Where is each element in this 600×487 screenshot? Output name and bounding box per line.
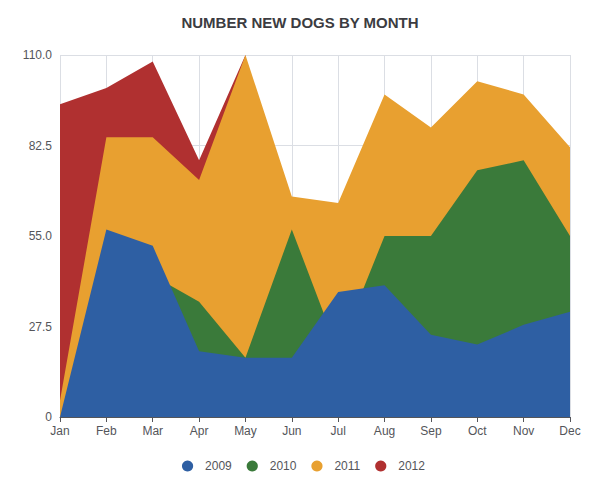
svg-text:2010: 2010 <box>270 459 297 473</box>
svg-text:Dec: Dec <box>559 424 580 438</box>
svg-text:Sep: Sep <box>420 424 442 438</box>
svg-text:NUMBER NEW DOGS BY MONTH: NUMBER NEW DOGS BY MONTH <box>181 14 418 31</box>
svg-text:27.5: 27.5 <box>29 320 53 334</box>
svg-text:May: May <box>234 424 257 438</box>
svg-text:2012: 2012 <box>398 459 425 473</box>
svg-text:Jul: Jul <box>331 424 346 438</box>
svg-text:0: 0 <box>45 410 52 424</box>
svg-text:2011: 2011 <box>334 459 360 473</box>
svg-text:Mar: Mar <box>142 424 163 438</box>
svg-text:Feb: Feb <box>96 424 117 438</box>
svg-text:Oct: Oct <box>468 424 487 438</box>
svg-text:Jun: Jun <box>282 424 301 438</box>
svg-text:Apr: Apr <box>190 424 209 438</box>
svg-text:2009: 2009 <box>205 459 232 473</box>
svg-text:Nov: Nov <box>513 424 534 438</box>
svg-text:Jan: Jan <box>50 424 69 438</box>
svg-text:Aug: Aug <box>374 424 395 438</box>
svg-text:82.5: 82.5 <box>29 139 53 153</box>
svg-text:55.0: 55.0 <box>29 229 53 243</box>
svg-text:110.0: 110.0 <box>23 48 52 62</box>
